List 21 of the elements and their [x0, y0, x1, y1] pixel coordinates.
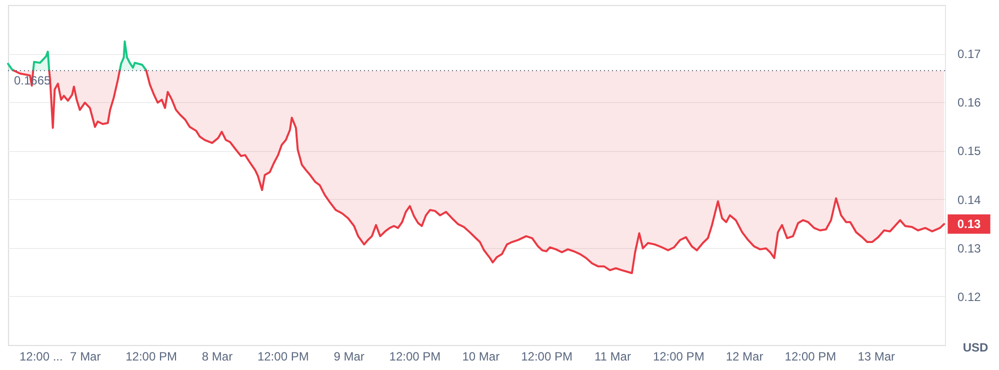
- x-tick-label: 12:00 PM: [784, 350, 836, 364]
- y-tick-label: 0.13: [958, 241, 982, 256]
- x-tick-label: 12:00 ...: [19, 350, 63, 364]
- x-tick-label: 9 Mar: [334, 350, 364, 364]
- y-tick-label: 0.17: [958, 47, 982, 62]
- y-tick-label: 0.15: [958, 144, 982, 158]
- x-tick-label: 12:00 PM: [257, 350, 309, 364]
- x-tick-label: 12:00 PM: [126, 350, 178, 364]
- x-tick-label: 10 Mar: [462, 350, 500, 364]
- y-tick-label: 0.16: [958, 96, 982, 110]
- y-tick-label: 0.14: [958, 192, 982, 207]
- x-tick-label: 12:00 PM: [652, 350, 704, 364]
- x-tick-label: 13 Mar: [858, 350, 896, 364]
- x-tick-label: 11 Mar: [594, 350, 631, 364]
- x-tick-label: 12:00 PM: [389, 350, 441, 364]
- y-tick-label: 0.12: [958, 290, 982, 304]
- x-tick-label: 12 Mar: [726, 350, 764, 364]
- x-tick-label: 7 Mar: [70, 350, 101, 364]
- y-axis-title: USD: [962, 340, 988, 354]
- x-tick-label: 8 Mar: [202, 350, 233, 364]
- x-tick-label: 12:00 PM: [521, 350, 572, 364]
